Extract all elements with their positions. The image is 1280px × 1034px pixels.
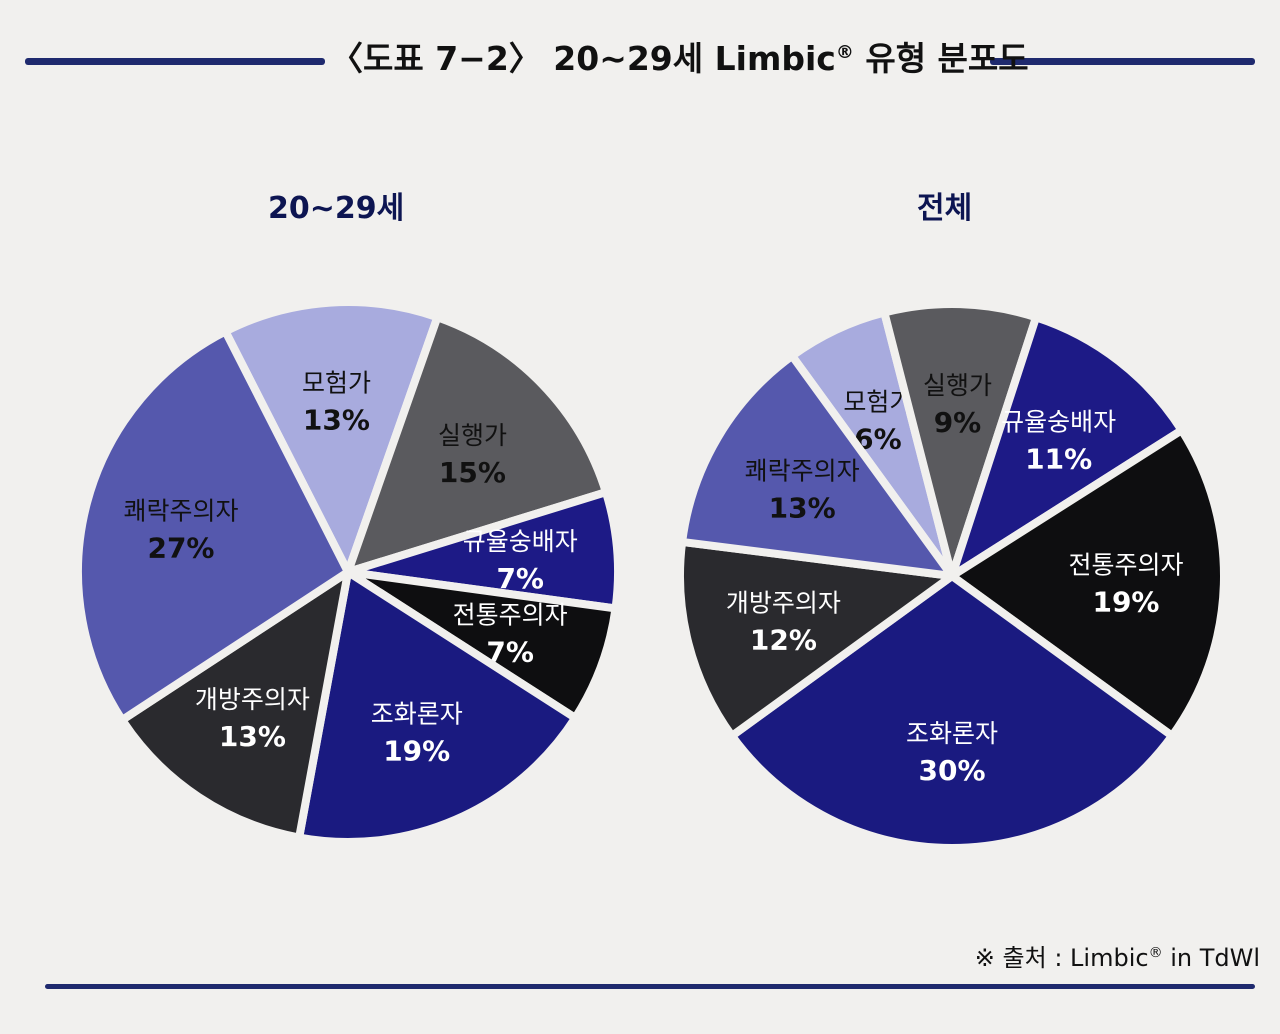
slice-value: 12% — [750, 623, 817, 656]
slice-value: 13% — [303, 404, 370, 437]
figure-title: 〈도표 7−2〉 20∼29세 Limbic® 유형 분포도 — [330, 32, 1029, 80]
slice-label: 조화론자 — [371, 700, 463, 729]
figure-title-text: 〈도표 7−2〉 20∼29세 Limbic — [330, 39, 836, 78]
pie-slice-전통주의자 — [948, 426, 1228, 740]
pie-slice-규율숭배자 — [948, 313, 1186, 580]
pie-slice-쾌락주의자 — [678, 351, 956, 580]
pie-slice-모험가 — [221, 298, 442, 576]
slice-value: 15% — [439, 456, 506, 489]
slice-label: 전통주의자 — [1068, 550, 1183, 579]
chart-title-total: 전체 — [917, 191, 973, 226]
pie-slice-조화론자 — [295, 568, 580, 846]
slice-label: 모험가 — [302, 369, 371, 398]
slice-value: 9% — [934, 406, 982, 439]
slice-value: 13% — [769, 491, 836, 524]
registered-mark: ® — [835, 42, 854, 63]
bottom-rule — [45, 984, 1255, 989]
slice-value: 30% — [918, 754, 985, 787]
slice-label: 개방주의자 — [726, 588, 841, 617]
source-registered-mark: ® — [1148, 945, 1163, 961]
slice-label: 실행가 — [923, 371, 992, 400]
slice-value: 11% — [1025, 442, 1092, 475]
pie-slice-쾌락주의자 — [74, 327, 352, 724]
slice-label: 전통주의자 — [453, 601, 568, 630]
slice-label: 쾌락주의자 — [123, 497, 238, 526]
source-note: ※ 출처 : Limbic® in TdWl — [975, 938, 1260, 973]
pie-slice-개방주의자 — [118, 568, 352, 842]
pie-slice-개방주의자 — [676, 537, 956, 740]
slice-value: 13% — [219, 720, 286, 753]
slice-value: 27% — [147, 532, 214, 565]
pie-slice-조화론자 — [727, 572, 1177, 852]
source-suffix: in TdWl — [1162, 944, 1260, 972]
pie-slice-실행가 — [880, 300, 1041, 580]
slice-label: 쾌락주의자 — [745, 456, 860, 485]
slice-label: 규율숭배자 — [1001, 407, 1116, 436]
slice-label: 조화론자 — [906, 719, 998, 748]
slice-label: 실행가 — [438, 421, 507, 450]
title-rule-right — [990, 58, 1255, 65]
slice-value: 19% — [383, 735, 450, 768]
chart-title-age-20-29: 20∼29세 — [268, 191, 405, 226]
slice-label: 규율숭배자 — [463, 527, 578, 556]
title-rule-left — [25, 58, 325, 65]
slice-value: 19% — [1092, 585, 1159, 618]
slice-label: 개방주의자 — [195, 685, 310, 714]
source-text: ※ 출처 : Limbic — [974, 944, 1149, 972]
figure-title-suffix: 유형 분포도 — [853, 39, 1029, 78]
